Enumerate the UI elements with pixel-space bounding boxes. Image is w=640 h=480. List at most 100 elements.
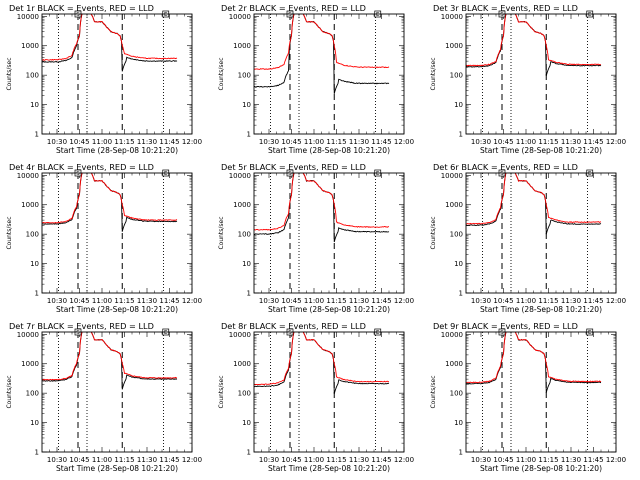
- lld-series-line: [466, 173, 602, 225]
- y-tick-label: 1: [459, 290, 463, 298]
- y-tick-label: 10000: [17, 172, 39, 180]
- time-box-label: E: [588, 12, 592, 18]
- panel-title: Det 2r BLACK = Events, RED = LLD: [221, 3, 366, 13]
- x-tick-label: 10:30: [259, 456, 279, 464]
- panel-det-8: Det 8r BLACK = Events, RED = LLD Counts/s…: [218, 321, 414, 473]
- x-tick-label: 11:15: [114, 138, 134, 146]
- x-tick-label: 11:30: [137, 297, 157, 305]
- y-tick-label: 100: [238, 231, 251, 239]
- x-tick-label: 10:45: [493, 138, 513, 146]
- time-box-label: E: [164, 12, 168, 18]
- x-tick-label: 11:45: [159, 297, 179, 305]
- x-tick-label: 10:45: [69, 297, 89, 305]
- y-axis-label: Counts/sec: [6, 216, 13, 249]
- y-tick-label: 1000: [21, 42, 39, 50]
- time-box-label: E: [376, 330, 380, 336]
- y-tick-label: 1000: [233, 360, 251, 368]
- time-box-label: E: [164, 171, 168, 177]
- time-box-label: S: [288, 330, 292, 336]
- y-axis-label: Counts/sec: [218, 57, 225, 90]
- x-tick-label: 11:00: [92, 297, 112, 305]
- x-tick-label: 12:00: [182, 297, 202, 305]
- time-box-label: E: [376, 171, 380, 177]
- y-tick-label: 10000: [17, 13, 39, 21]
- panel-title: Det 5r BLACK = Events, RED = LLD: [221, 162, 366, 172]
- x-tick-label: 12:00: [606, 456, 626, 464]
- y-tick-label: 10000: [441, 331, 463, 339]
- y-tick-label: 1: [35, 449, 39, 457]
- y-tick-label: 1000: [233, 42, 251, 50]
- events-series-line: [42, 14, 178, 72]
- panel-title: Det 7r BLACK = Events, RED = LLD: [9, 321, 154, 331]
- x-tick-label: 12:00: [182, 138, 202, 146]
- x-tick-label: 10:30: [47, 297, 67, 305]
- x-tick-label: 10:45: [69, 138, 89, 146]
- time-box-label: E: [376, 12, 380, 18]
- x-axis-label: Start Time (28-Sep-08 10:21:20): [56, 464, 178, 473]
- x-tick-label: 10:45: [281, 456, 301, 464]
- time-box-label: S: [76, 330, 80, 336]
- panel-title: Det 1r BLACK = Events, RED = LLD: [9, 3, 154, 13]
- plot-frame: [253, 13, 405, 135]
- x-tick-label: 11:30: [349, 297, 369, 305]
- panel-title: Det 4r BLACK = Events, RED = LLD: [9, 162, 154, 172]
- lld-series-line: [466, 14, 602, 67]
- events-series-line: [42, 332, 178, 390]
- y-tick-label: 100: [450, 390, 463, 398]
- plot-frame: [41, 331, 193, 453]
- x-tick-label: 11:30: [137, 138, 157, 146]
- x-tick-label: 10:30: [259, 297, 279, 305]
- y-tick-label: 100: [26, 231, 39, 239]
- x-tick-label: 11:15: [538, 297, 558, 305]
- time-box-label: E: [588, 330, 592, 336]
- panel-title: Det 9r BLACK = Events, RED = LLD: [433, 321, 578, 331]
- events-series-line: [254, 14, 390, 94]
- lld-series-line: [254, 332, 390, 386]
- y-tick-label: 10000: [229, 13, 251, 21]
- y-axis-label: Counts/sec: [6, 57, 13, 90]
- x-tick-label: 11:15: [114, 456, 134, 464]
- x-tick-label: 11:15: [114, 297, 134, 305]
- y-tick-label: 10000: [441, 13, 463, 21]
- x-tick-label: 11:00: [516, 297, 536, 305]
- y-tick-label: 100: [26, 72, 39, 80]
- panel-title: Det 3r BLACK = Events, RED = LLD: [433, 3, 578, 13]
- y-tick-label: 100: [238, 390, 251, 398]
- x-tick-label: 11:45: [159, 138, 179, 146]
- y-tick-label: 10000: [229, 331, 251, 339]
- x-axis-label: Start Time (28-Sep-08 10:21:20): [56, 305, 178, 314]
- x-tick-label: 11:45: [583, 456, 603, 464]
- x-axis-label: Start Time (28-Sep-08 10:21:20): [56, 146, 178, 155]
- lld-series-line: [466, 332, 602, 384]
- x-axis-label: Start Time (28-Sep-08 10:21:20): [268, 305, 390, 314]
- y-tick-label: 1: [247, 131, 251, 139]
- x-tick-label: 11:00: [516, 138, 536, 146]
- x-axis-label: Start Time (28-Sep-08 10:21:20): [480, 146, 602, 155]
- x-tick-label: 11:15: [326, 138, 346, 146]
- x-tick-label: 10:45: [493, 297, 513, 305]
- x-tick-label: 11:30: [349, 456, 369, 464]
- time-box-label: S: [288, 12, 292, 18]
- x-tick-label: 12:00: [606, 297, 626, 305]
- y-tick-label: 1000: [233, 201, 251, 209]
- x-tick-label: 11:00: [304, 456, 324, 464]
- x-tick-label: 11:00: [304, 297, 324, 305]
- x-tick-label: 12:00: [394, 297, 414, 305]
- x-tick-label: 12:00: [182, 456, 202, 464]
- y-tick-label: 10: [30, 419, 39, 427]
- panel-title: Det 6r BLACK = Events, RED = LLD: [433, 162, 578, 172]
- panel-title: Det 8r BLACK = Events, RED = LLD: [221, 321, 366, 331]
- lld-series-line: [42, 14, 178, 61]
- x-axis-label: Start Time (28-Sep-08 10:21:20): [480, 464, 602, 473]
- x-tick-label: 11:00: [516, 456, 536, 464]
- y-tick-label: 1: [247, 449, 251, 457]
- y-tick-label: 10000: [441, 172, 463, 180]
- plot-frame: [465, 13, 617, 135]
- x-tick-label: 11:00: [92, 456, 112, 464]
- lld-series-line: [254, 14, 390, 70]
- y-tick-label: 1000: [445, 42, 463, 50]
- time-box-label: E: [588, 171, 592, 177]
- y-tick-label: 1000: [445, 201, 463, 209]
- x-tick-label: 12:00: [394, 138, 414, 146]
